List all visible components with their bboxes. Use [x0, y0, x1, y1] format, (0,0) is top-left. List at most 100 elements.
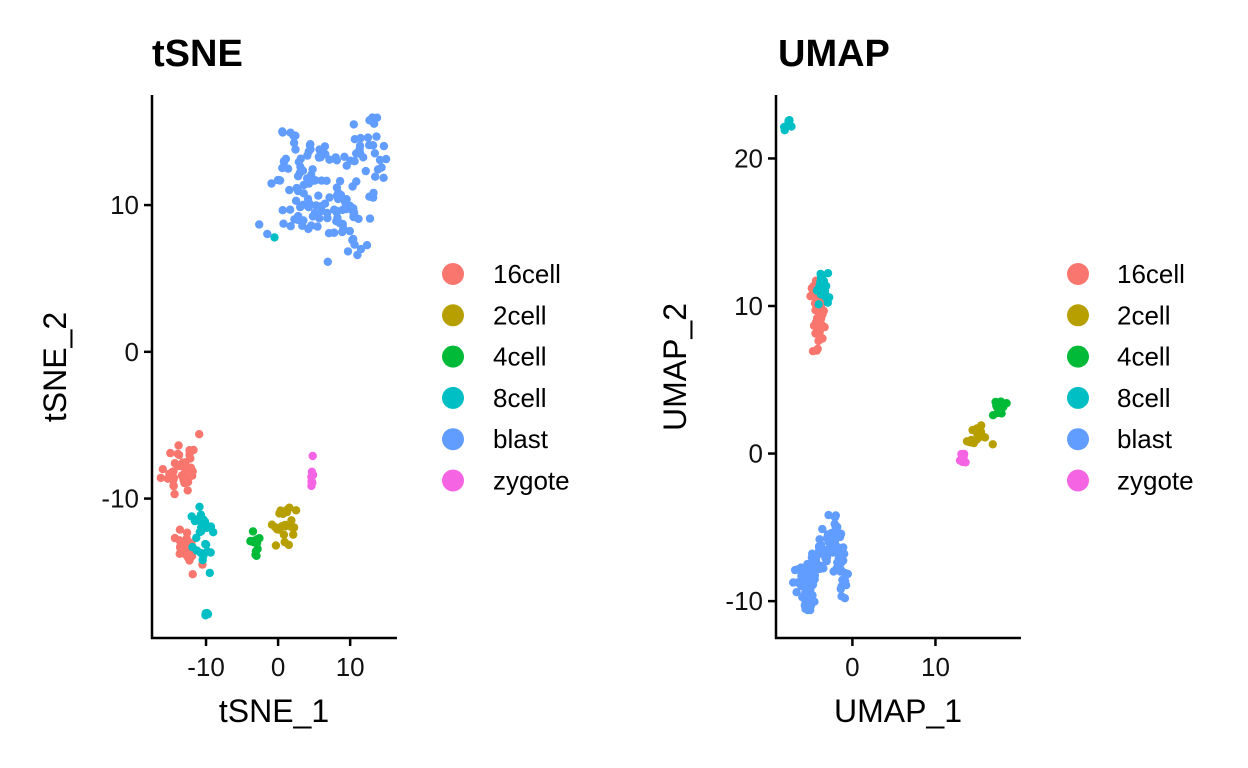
tsne-point-blast: [293, 172, 303, 181]
tsne-point-2cell: [280, 537, 289, 547]
tsne-x-tick-label: 0: [271, 652, 285, 682]
umap-point-blast: [797, 571, 806, 581]
tsne-point-blast: [361, 166, 370, 176]
umap-legend-label-blast: blast: [1117, 424, 1173, 454]
tsne-point-blast: [292, 183, 301, 193]
tsne-ticks: -10 0 10 -10 0 10: [101, 190, 364, 682]
umap-point-8cell: [823, 269, 833, 278]
tsne-legend-label-zygote: zygote: [493, 466, 570, 496]
tsne-point-blast: [299, 216, 308, 225]
tsne-point-16cell: [158, 465, 167, 474]
tsne-point-8cell: [192, 533, 201, 543]
tsne-point-blast: [304, 203, 313, 212]
tsne-point-blast: [299, 180, 308, 190]
tsne-point-blast: [311, 201, 321, 210]
tsne-point-16cell: [189, 445, 198, 455]
tsne-point-2cell: [271, 541, 281, 550]
umap-point-2cell: [968, 425, 977, 435]
tsne-legend: 16cell 2cell 4cell 8cell blast zygote: [442, 259, 570, 496]
tsne-point-8cell: [188, 542, 197, 552]
tsne-legend-key-8cell: [442, 386, 464, 409]
umap-y-tick-label: 10: [734, 291, 763, 321]
tsne-point-blast: [279, 219, 288, 228]
umap-legend-key-zygote: [1067, 469, 1089, 492]
umap-point-blast: [818, 524, 827, 534]
tsne-point-blast: [263, 229, 272, 239]
tsne-point-blast: [281, 154, 291, 163]
tsne-point-blast: [313, 222, 322, 231]
umap-point-8cell: [816, 269, 825, 279]
tsne-point-16cell: [163, 474, 172, 483]
umap-point-blast: [831, 511, 840, 520]
tsne-point-16cell: [186, 454, 195, 463]
tsne-legend-key-blast: [442, 428, 464, 451]
tsne-point-blast: [371, 172, 380, 181]
tsne-point-4cell: [249, 538, 258, 547]
tsne-point-blast: [331, 153, 340, 162]
tsne-point-blast: [349, 120, 358, 129]
tsne-point-16cell: [170, 533, 180, 543]
tsne-point-2cell: [281, 522, 290, 531]
tsne-point-blast: [355, 141, 365, 150]
tsne-point-blast: [340, 152, 349, 161]
umap-legend-key-blast: [1067, 428, 1089, 451]
tsne-point-2cell: [289, 530, 298, 539]
tsne-point-blast: [278, 206, 287, 215]
umap-legend-label-16cell: 16cell: [1117, 259, 1185, 289]
tsne-point-blast: [289, 138, 299, 148]
umap-point-blast: [812, 558, 821, 568]
umap-point-16cell: [811, 329, 820, 338]
tsne-points: [156, 113, 391, 620]
umap-point-2cell: [964, 437, 973, 446]
tsne-point-blast: [348, 235, 357, 245]
tsne-y-tick-label: 0: [125, 337, 139, 367]
tsne-legend-label-8cell: 8cell: [493, 383, 546, 413]
tsne-point-blast: [345, 201, 355, 210]
umap-legend-key-2cell: [1067, 304, 1089, 327]
tsne-point-blast: [338, 227, 347, 237]
tsne-point-blast: [283, 164, 293, 173]
tsne-point-blast: [285, 185, 294, 195]
tsne-point-8cell: [203, 609, 213, 619]
umap-y-tick-label: 20: [734, 143, 763, 173]
umap-point-blast: [840, 594, 850, 603]
tsne-point-blast: [275, 176, 284, 185]
umap-panel: UMAP 0 10 -10 0 10 20 UMAP_1 UMAP_2 16cell 2ce…: [657, 33, 1194, 729]
tsne-legend-key-2cell: [442, 304, 464, 327]
tsne-point-16cell: [174, 462, 184, 471]
umap-point-blast: [802, 585, 811, 595]
tsne-point-blast: [352, 177, 361, 186]
tsne-point-blast: [352, 149, 361, 158]
tsne-point-blast: [356, 133, 365, 143]
tsne-point-8cell: [199, 551, 208, 561]
tsne-point-blast: [372, 113, 382, 122]
tsne-point-blast: [365, 214, 375, 223]
tsne-point-16cell: [173, 449, 182, 459]
umap-point-blast: [841, 581, 851, 590]
umap-y-tick-label: -10: [725, 586, 763, 616]
umap-point-blast: [829, 567, 838, 576]
tsne-point-16cell: [156, 473, 165, 483]
umap-point-16cell: [814, 321, 823, 330]
tsne-legend-label-16cell: 16cell: [493, 259, 561, 289]
tsne-point-blast: [298, 166, 308, 175]
tsne-point-blast: [356, 244, 366, 254]
tsne-legend-label-2cell: 2cell: [493, 300, 546, 330]
tsne-point-8cell: [197, 523, 206, 532]
tsne-point-16cell: [166, 448, 175, 458]
tsne-point-blast: [286, 222, 295, 231]
tsne-legend-key-4cell: [442, 345, 464, 368]
tsne-point-4cell: [252, 551, 261, 560]
tsne-point-16cell: [176, 542, 185, 551]
tsne-point-16cell: [170, 489, 179, 499]
umap-title: UMAP: [778, 33, 890, 75]
tsne-point-blast: [308, 212, 318, 221]
umap-x-label: UMAP_1: [834, 693, 962, 729]
umap-point-blast: [810, 570, 819, 579]
tsne-point-zygote: [308, 451, 317, 461]
umap-point-4cell: [988, 411, 998, 420]
tsne-point-blast: [372, 132, 381, 141]
umap-point-4cell: [997, 409, 1006, 418]
umap-point-blast: [812, 551, 821, 560]
tsne-point-blast: [296, 154, 305, 163]
